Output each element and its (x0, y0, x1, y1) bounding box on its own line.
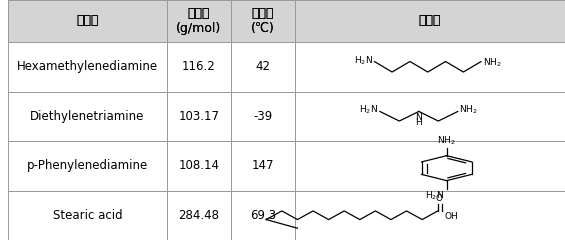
Text: 구조식: 구조식 (419, 14, 441, 28)
Bar (231, 0, 295, 42)
Text: 116.2: 116.2 (182, 60, 216, 73)
Text: H: H (415, 118, 422, 127)
Text: NH$_2$: NH$_2$ (437, 135, 456, 147)
Bar (167, 0, 231, 42)
Bar (8, 0, 167, 42)
Text: 단량체: 단량체 (76, 14, 99, 28)
Text: OH: OH (445, 212, 458, 221)
Bar (231, 0, 295, 42)
Text: -39: -39 (253, 110, 272, 123)
Text: 69.3: 69.3 (250, 209, 276, 222)
Text: Hexamethylenediamine: Hexamethylenediamine (17, 60, 158, 73)
Bar (8, 91, 167, 141)
Text: H$_2$N: H$_2$N (425, 189, 444, 202)
Bar (8, 0, 167, 42)
Bar (295, 0, 565, 42)
Text: H$_2$N: H$_2$N (354, 54, 372, 66)
Text: 분자량
(g/mol): 분자량 (g/mol) (176, 7, 221, 35)
Text: NH$_2$: NH$_2$ (459, 104, 478, 116)
Text: 284.48: 284.48 (179, 209, 219, 222)
Bar (167, 0, 231, 42)
Text: 녹는점
(℃): 녹는점 (℃) (251, 7, 275, 35)
Text: O: O (436, 194, 443, 203)
Bar (8, 42, 167, 91)
Bar (295, 42, 565, 91)
Bar (231, 42, 295, 91)
Bar (295, 141, 565, 191)
Bar (167, 141, 231, 191)
Text: H$_2$N: H$_2$N (359, 104, 378, 116)
Bar (295, 191, 565, 240)
Bar (295, 91, 565, 141)
Bar (8, 191, 167, 240)
Bar (167, 91, 231, 141)
Text: 147: 147 (251, 159, 274, 172)
Text: 녹는점
(℃): 녹는점 (℃) (251, 7, 275, 35)
Bar (231, 141, 295, 191)
Text: 단량체: 단량체 (76, 14, 99, 28)
Text: N: N (415, 113, 422, 122)
Text: Diethylenetriamine: Diethylenetriamine (31, 110, 145, 123)
Bar (8, 141, 167, 191)
Bar (231, 91, 295, 141)
Text: 분자량
(g/mol): 분자량 (g/mol) (176, 7, 221, 35)
Text: Stearic acid: Stearic acid (53, 209, 123, 222)
Text: 구조식: 구조식 (419, 14, 441, 28)
Text: NH$_2$: NH$_2$ (483, 56, 502, 69)
Text: 108.14: 108.14 (179, 159, 219, 172)
Text: p-Phenylenediamine: p-Phenylenediamine (27, 159, 148, 172)
Bar (295, 0, 565, 42)
Bar (231, 191, 295, 240)
Text: 103.17: 103.17 (179, 110, 219, 123)
Bar (167, 191, 231, 240)
Text: 42: 42 (255, 60, 271, 73)
Bar (167, 42, 231, 91)
